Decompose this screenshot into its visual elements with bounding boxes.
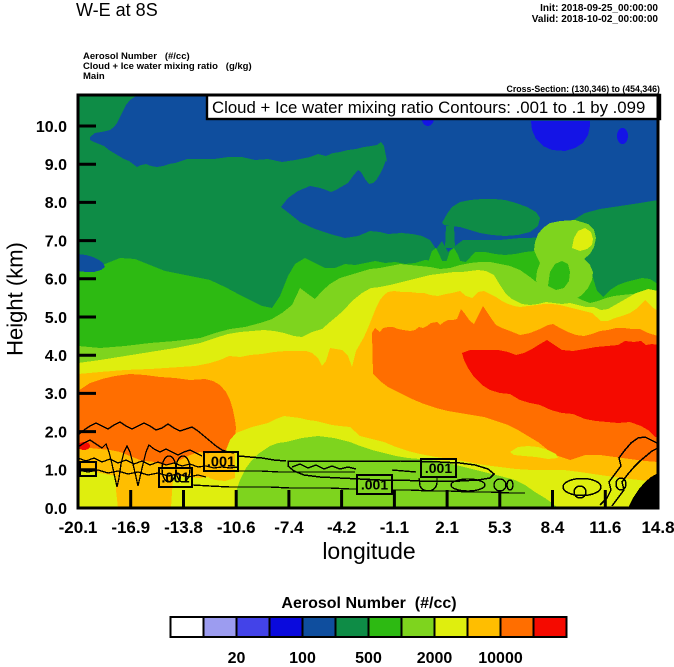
svg-text:Aerosol Number (#/cc): Aerosol Number (#/cc)	[83, 51, 190, 62]
svg-text:-16.9: -16.9	[111, 518, 150, 537]
svg-text:6.0: 6.0	[45, 272, 67, 289]
svg-text:.001: .001	[425, 460, 452, 476]
svg-text:-1.1: -1.1	[380, 518, 409, 537]
svg-text:-10.6: -10.6	[217, 518, 256, 537]
svg-text:10000: 10000	[478, 650, 523, 667]
svg-text:100: 100	[289, 650, 316, 667]
svg-text:0.0: 0.0	[45, 501, 67, 518]
svg-text:longitude: longitude	[322, 538, 415, 564]
svg-text:.001: .001	[161, 471, 189, 487]
svg-text:500: 500	[355, 650, 382, 667]
svg-text:5.3: 5.3	[488, 518, 512, 537]
svg-text:-7.4: -7.4	[274, 518, 304, 537]
svg-text:Cloud + Ice water mixing ratio: Cloud + Ice water mixing ratio Contours:…	[212, 98, 645, 117]
svg-text:.001: .001	[361, 476, 388, 492]
svg-text:-13.8: -13.8	[164, 518, 203, 537]
svg-text:Cross-Section: (130,346) to (4: Cross-Section: (130,346) to (454,346)	[506, 84, 660, 94]
svg-text:Height (km): Height (km)	[3, 242, 28, 356]
svg-text:-4.2: -4.2	[327, 518, 356, 537]
svg-text:Init: 2018-09-25_00:00:00: Init: 2018-09-25_00:00:00	[540, 3, 658, 14]
svg-text:2000: 2000	[417, 650, 453, 667]
svg-text:8.0: 8.0	[45, 195, 67, 212]
svg-text:.001: .001	[207, 455, 235, 471]
svg-text:8.4: 8.4	[541, 518, 565, 537]
svg-text:10.0: 10.0	[36, 119, 67, 136]
svg-text:-20.1: -20.1	[59, 518, 98, 537]
svg-text:3.0: 3.0	[45, 386, 67, 403]
svg-text:2.1: 2.1	[435, 518, 459, 537]
svg-text:1.0: 1.0	[45, 463, 67, 480]
svg-text:Valid: 2018-10-02_00:00:00: Valid: 2018-10-02_00:00:00	[532, 14, 659, 25]
svg-text:Main: Main	[83, 71, 105, 82]
svg-text:2.0: 2.0	[45, 424, 67, 441]
svg-text:W-E at 8S: W-E at 8S	[76, 0, 158, 20]
svg-text:11.6: 11.6	[589, 518, 621, 537]
svg-text:9.0: 9.0	[45, 157, 67, 174]
svg-text:5.0: 5.0	[45, 310, 67, 327]
svg-text:Cloud + Ice water mixing ratio: Cloud + Ice water mixing ratio (g/kg)	[83, 61, 252, 72]
svg-text:14.8: 14.8	[641, 518, 674, 537]
svg-text:20: 20	[228, 650, 246, 667]
svg-text:7.0: 7.0	[45, 233, 67, 250]
svg-text:4.0: 4.0	[45, 348, 67, 365]
svg-text:Aerosol Number (#/cc): Aerosol Number (#/cc)	[281, 595, 456, 612]
